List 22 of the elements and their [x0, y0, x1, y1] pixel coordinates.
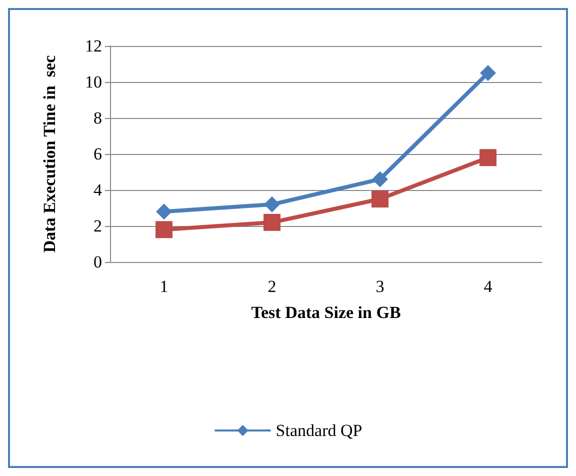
x-tick-label: 3: [376, 277, 384, 296]
point: [480, 149, 496, 166]
y-tick-label: 6: [94, 144, 102, 164]
x-axis-title: Test Data Size in GB: [251, 303, 401, 322]
x-tick-label: 1: [160, 277, 168, 296]
legend-label: Standard QP: [276, 421, 362, 440]
point: [156, 204, 172, 220]
point: [264, 214, 280, 231]
point: [372, 171, 388, 188]
y-tick-label: 0: [94, 252, 102, 272]
point: [156, 221, 172, 238]
y-tick-label: 10: [85, 72, 102, 92]
x-tick-label: 2: [268, 277, 276, 296]
y-tick-label: 12: [85, 36, 102, 56]
y-tick-label: 8: [94, 108, 102, 128]
point: [480, 65, 496, 81]
y-tick-label: 4: [94, 180, 102, 200]
point: [372, 190, 388, 208]
x-tick-label: 4: [484, 277, 493, 296]
point: [264, 196, 280, 212]
y-axis-title: Data Execution Tine in sec: [40, 54, 59, 253]
y-tick-label: 2: [94, 216, 102, 236]
